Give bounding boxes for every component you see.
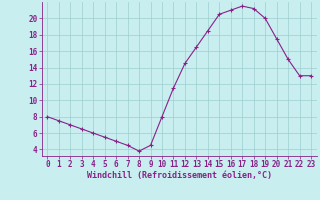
X-axis label: Windchill (Refroidissement éolien,°C): Windchill (Refroidissement éolien,°C) (87, 171, 272, 180)
